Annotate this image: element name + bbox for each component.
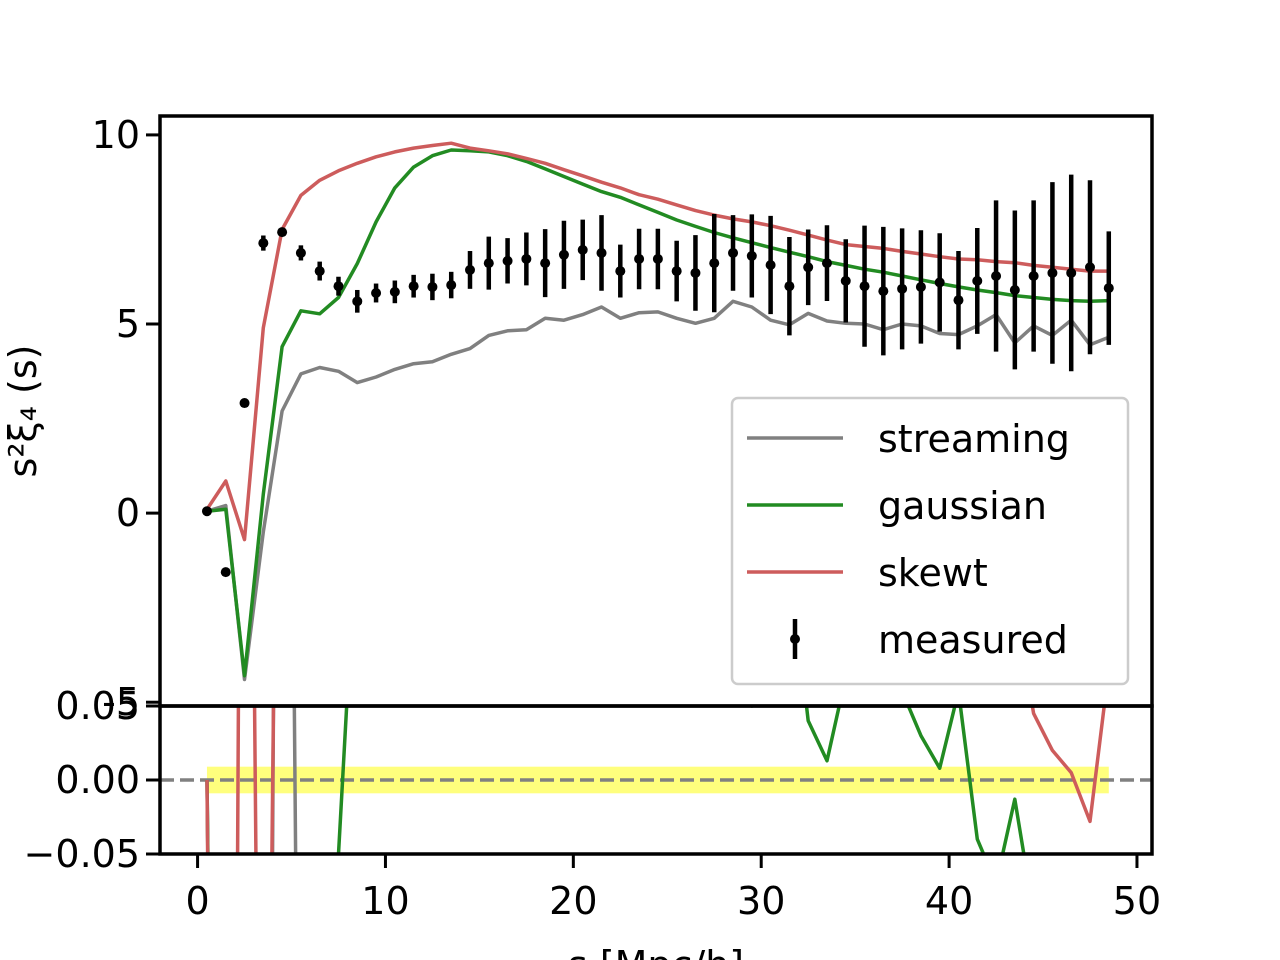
data-point — [1047, 267, 1058, 278]
y-tick-label: 10 — [92, 113, 140, 157]
data-point — [314, 266, 325, 277]
data-point — [840, 275, 851, 286]
legend-label: measured — [878, 618, 1068, 662]
data-point — [690, 267, 701, 278]
y-axis-label: s²ξ₄ (s) — [1, 345, 45, 478]
x-tick-label: 10 — [361, 879, 409, 923]
data-point — [389, 286, 400, 297]
legend-label: streaming — [878, 417, 1070, 461]
data-point — [615, 266, 626, 277]
shaded-band — [206, 766, 1109, 794]
legend-label: skewt — [878, 551, 988, 595]
data-point — [540, 258, 551, 269]
data-point — [596, 247, 607, 258]
data-point — [728, 247, 739, 258]
data-point — [201, 506, 212, 517]
data-point — [821, 258, 832, 269]
data-point — [558, 249, 569, 260]
data-point — [258, 238, 269, 249]
data-point — [784, 281, 795, 292]
y-tick-label: 0 — [116, 491, 140, 535]
y-tick-label: 0.05 — [55, 684, 140, 728]
data-point — [427, 281, 438, 292]
data-point — [1028, 270, 1039, 281]
data-point — [652, 253, 663, 264]
data-point — [803, 262, 814, 273]
data-point — [1009, 284, 1020, 295]
data-point — [352, 296, 363, 307]
data-point — [446, 280, 457, 291]
x-axis-label: s [Mpc/h] — [568, 943, 744, 960]
data-point — [277, 227, 288, 238]
x-tick-label: 0 — [185, 879, 209, 923]
data-point — [991, 270, 1002, 281]
data-point — [333, 281, 344, 292]
data-point — [878, 286, 889, 297]
x-tick-label: 20 — [549, 879, 597, 923]
y-tick-label: 5 — [116, 302, 140, 346]
data-point — [765, 260, 776, 271]
data-point — [915, 281, 926, 292]
data-point — [859, 281, 870, 292]
x-tick-label: 30 — [737, 879, 785, 923]
legend-label: gaussian — [878, 484, 1047, 528]
data-point — [220, 567, 231, 578]
data-point — [295, 247, 306, 258]
data-point — [1103, 283, 1114, 294]
data-point — [671, 266, 682, 277]
y-tick-label: −0.05 — [24, 832, 140, 876]
legend-box — [730, 396, 1130, 686]
bottom-plot-area — [160, 706, 1152, 854]
data-point — [1085, 262, 1095, 273]
data-point — [746, 250, 757, 261]
data-point — [465, 264, 475, 275]
data-point — [521, 253, 532, 264]
data-point — [953, 295, 964, 306]
data-point — [371, 288, 382, 298]
data-point — [408, 281, 419, 292]
y-tick-label: 0.00 — [55, 758, 140, 802]
y-tick-label: -5 — [102, 680, 140, 724]
data-point — [972, 275, 983, 286]
data-point — [709, 258, 720, 269]
data-point — [577, 244, 588, 255]
x-tick-label: 50 — [1113, 879, 1161, 923]
data-point — [934, 277, 945, 288]
legend-swatch — [790, 634, 800, 644]
data-point — [1066, 267, 1077, 278]
data-point — [239, 398, 250, 409]
data-point — [502, 255, 513, 266]
data-point — [634, 253, 645, 264]
data-point — [897, 283, 908, 294]
top-plot-area — [201, 141, 1114, 682]
axes-overlay: -5 0 5 10 streaming gaussian skewt measured −0.0… — [24, 113, 1162, 923]
x-tick-label: 40 — [925, 879, 973, 923]
data-point — [483, 258, 494, 269]
